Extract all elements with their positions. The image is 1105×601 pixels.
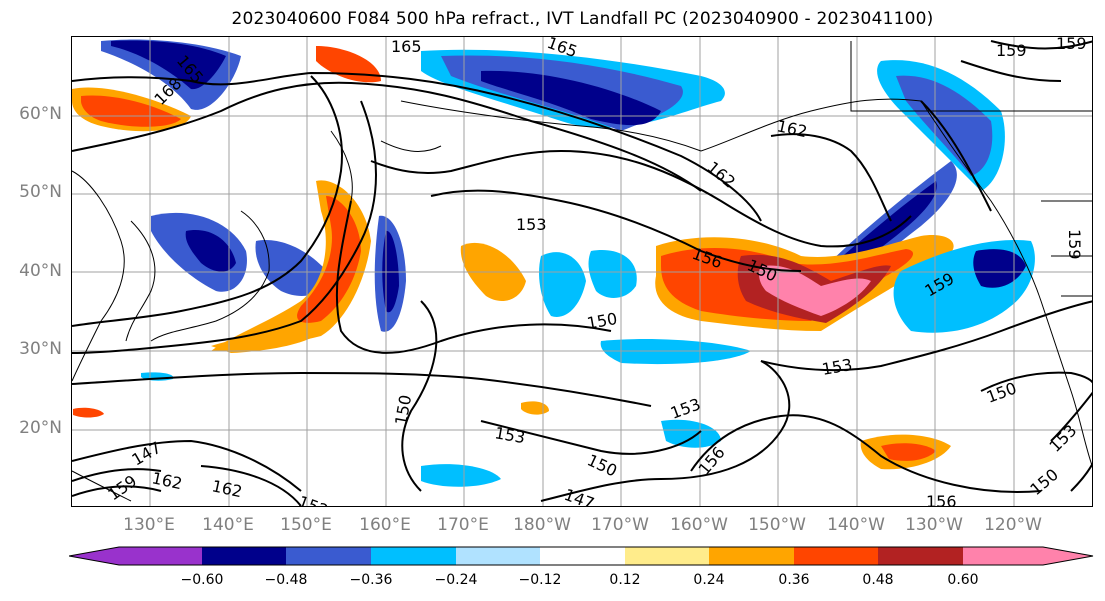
colorbar-swatch — [69, 547, 202, 565]
coastlines — [72, 41, 1092, 502]
lon-label: 180°W — [513, 515, 571, 535]
lon-label: 140°W — [827, 515, 885, 535]
contour-label: 162 — [775, 116, 809, 141]
lon-label: 150°E — [280, 515, 332, 535]
colorbar-tick: 0.12 — [609, 572, 641, 588]
lat-label-30n: 30°N — [19, 339, 62, 359]
colorbar-swatch — [286, 547, 371, 565]
positive-anomaly-region — [521, 401, 549, 415]
negative-anomaly-region — [481, 70, 661, 126]
positive-anomaly-region — [211, 331, 321, 353]
graticule — [72, 37, 1092, 506]
contour-label: 159 — [1065, 229, 1084, 260]
contour-label: 150 — [584, 450, 620, 480]
lat-label-50n: 50°N — [19, 182, 62, 202]
contour-label: 150 — [1026, 465, 1062, 499]
contour-label: 150 — [391, 393, 415, 426]
contour-label: 153 — [668, 394, 703, 422]
negative-anomaly-region — [111, 40, 226, 90]
lon-label: 120°W — [984, 515, 1042, 535]
map-panel: 165 165 165 159 159 168 162 162 162 162 … — [71, 36, 1093, 507]
colorbar-swatch — [794, 547, 878, 565]
lon-label: 170°W — [591, 515, 649, 535]
contour-label: 159 — [104, 471, 140, 504]
contour-label: 153 — [820, 355, 853, 379]
colorbar-swatch — [540, 547, 625, 565]
colorbar-tick: −0.24 — [434, 572, 478, 588]
colorbar-swatch — [963, 547, 1093, 565]
lon-label: 160°E — [359, 515, 411, 535]
lon-label: 160°W — [670, 515, 728, 535]
lat-label-40n: 40°N — [19, 261, 62, 281]
positive-anomaly-region — [881, 443, 936, 461]
map-title: 2023040600 F084 500 hPa refract., IVT La… — [231, 9, 934, 29]
colorbar-outline — [69, 546, 1094, 566]
negative-anomaly-region — [600, 339, 751, 365]
lon-label: 130°W — [905, 515, 963, 535]
lon-label: 170°E — [437, 515, 489, 535]
contour-label: 153 — [516, 215, 547, 234]
positive-anomaly-region — [73, 407, 104, 418]
colorbar-tick: −0.12 — [518, 572, 562, 588]
shaded-field-layer — [72, 39, 1035, 487]
positive-anomaly-region — [81, 95, 181, 127]
contour-label: 153 — [493, 423, 526, 447]
lon-label: 140°E — [202, 515, 254, 535]
negative-anomaly-region — [539, 252, 586, 317]
colorbar-tick: 0.24 — [693, 572, 725, 588]
contour-label: 162 — [703, 158, 739, 192]
colorbar-tick: −0.36 — [349, 572, 393, 588]
colorbar-swatch — [878, 547, 963, 565]
negative-anomaly-region — [661, 419, 721, 448]
colorbar-swatch — [371, 547, 456, 565]
colorbar-tick: 0.36 — [778, 572, 810, 588]
negative-anomaly-region — [421, 464, 501, 487]
contour-label: 159 — [1056, 37, 1087, 53]
negative-anomaly-region — [185, 230, 236, 272]
height-contours — [72, 40, 1092, 506]
contour-label: 153 — [1045, 421, 1080, 456]
negative-anomaly-region — [973, 249, 1026, 288]
positive-anomaly-region — [316, 46, 381, 83]
colorbar-swatch — [709, 547, 794, 565]
colorbar-tick: 0.60 — [947, 572, 979, 588]
contour-label: 156 — [926, 492, 957, 507]
lon-label: 130°E — [123, 515, 175, 535]
lat-label-20n: 20°N — [19, 418, 62, 438]
positive-anomaly-region — [758, 265, 871, 316]
map-canvas: 165 165 165 159 159 168 162 162 162 162 … — [72, 37, 1092, 507]
contour-label: 159 — [996, 41, 1027, 60]
colorbar-tick: −0.48 — [264, 572, 308, 588]
lon-label: 150°W — [748, 515, 806, 535]
negative-anomaly-region — [588, 250, 637, 298]
colorbar — [69, 546, 1094, 566]
contour-label: 152 — [296, 492, 331, 507]
contour-label: 150 — [585, 309, 618, 333]
colorbar-swatch — [625, 547, 709, 565]
contour-label: 162 — [210, 476, 244, 501]
lat-label-60n: 60°N — [19, 104, 62, 124]
colorbar-tick: 0.48 — [862, 572, 894, 588]
colorbar-swatch — [202, 547, 286, 565]
contour-label: 165 — [391, 37, 422, 56]
colorbar-segments — [69, 546, 1094, 566]
colorbar-tick: −0.60 — [180, 572, 224, 588]
colorbar-swatch — [456, 547, 540, 565]
